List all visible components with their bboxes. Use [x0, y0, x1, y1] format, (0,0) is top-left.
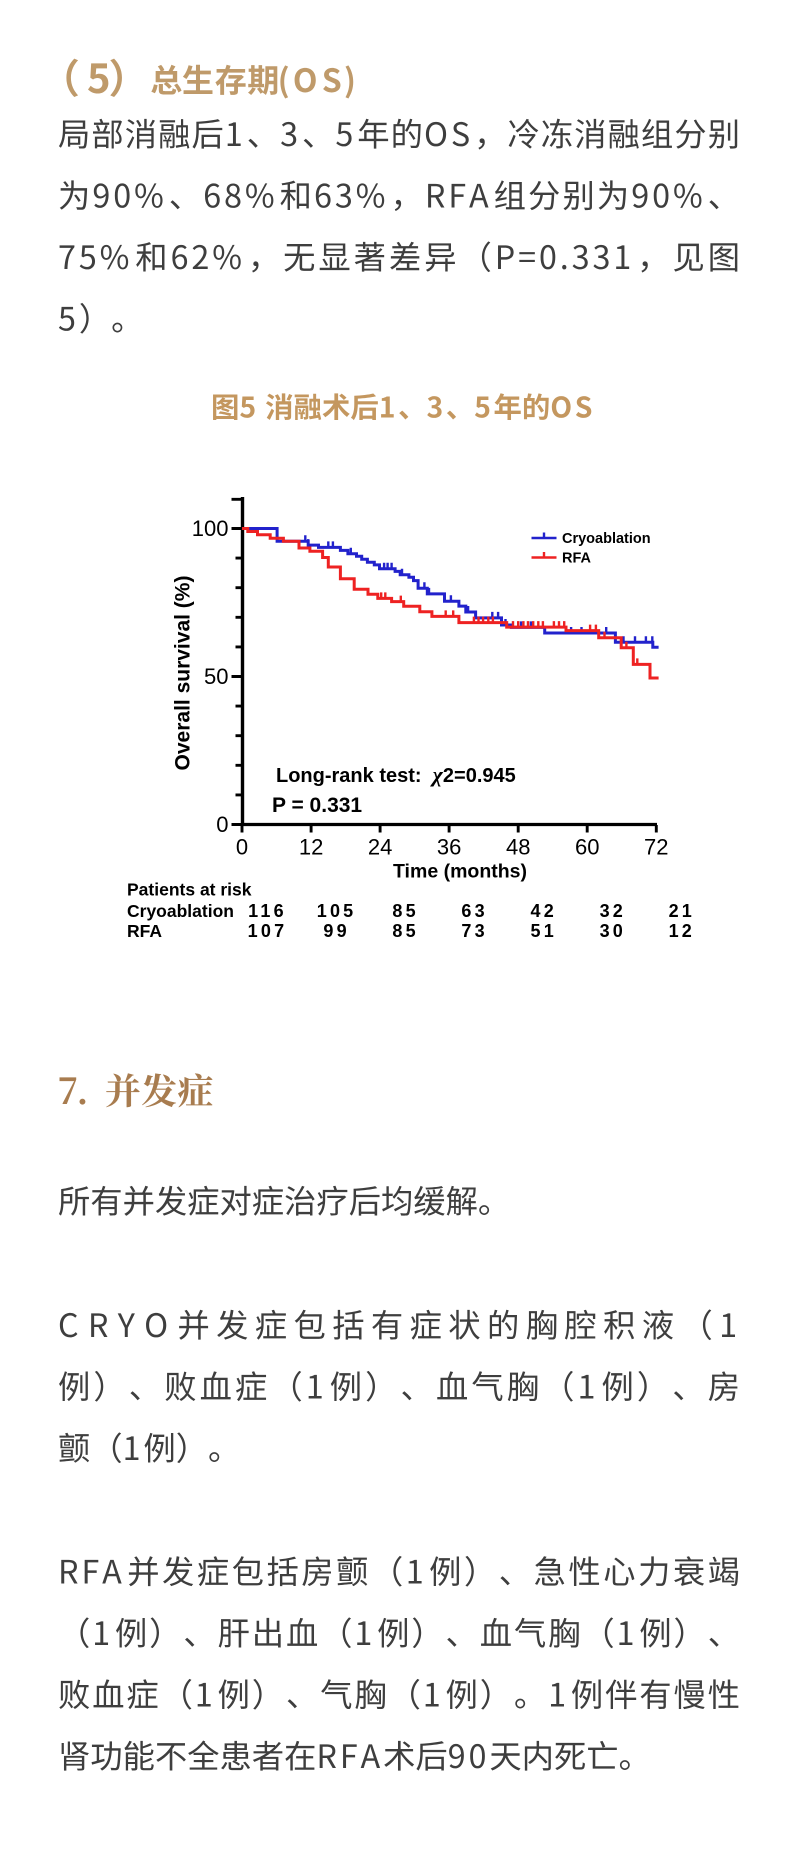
svg-text:Overall survival (%): Overall survival (%) — [172, 576, 195, 771]
svg-text:85: 85 — [392, 901, 418, 921]
svg-text:Cryoablation: Cryoablation — [127, 901, 234, 921]
svg-text:73: 73 — [461, 921, 487, 941]
svg-text:RFA: RFA — [127, 921, 162, 941]
svg-text:0: 0 — [216, 812, 228, 837]
svg-text:36: 36 — [437, 835, 461, 860]
svg-text:24: 24 — [368, 835, 392, 860]
svg-text:P = 0.331: P = 0.331 — [272, 794, 362, 817]
svg-text:32: 32 — [600, 901, 626, 921]
svg-text:51: 51 — [530, 921, 556, 941]
svg-text:21: 21 — [669, 901, 695, 921]
svg-text:100: 100 — [192, 516, 229, 541]
svg-text:63: 63 — [461, 901, 487, 921]
svg-text:Long-rank test: χ2=0.945: Long-rank test: χ2=0.945 — [276, 762, 516, 787]
svg-text:116: 116 — [248, 901, 287, 921]
svg-text:RFA: RFA — [562, 551, 592, 567]
svg-text:85: 85 — [392, 921, 418, 941]
svg-text:0: 0 — [236, 835, 248, 860]
svg-text:Time (months): Time (months) — [393, 861, 527, 883]
svg-text:107: 107 — [248, 921, 288, 941]
svg-text:48: 48 — [506, 835, 530, 860]
svg-text:50: 50 — [204, 664, 228, 689]
svg-text:Patients at risk: Patients at risk — [127, 880, 252, 900]
svg-text:72: 72 — [644, 835, 668, 860]
svg-text:99: 99 — [323, 921, 349, 941]
svg-text:60: 60 — [575, 835, 599, 860]
svg-text:30: 30 — [600, 921, 626, 941]
svg-text:12: 12 — [669, 921, 695, 941]
svg-text:105: 105 — [317, 901, 357, 921]
svg-text:Cryoablation: Cryoablation — [562, 531, 651, 547]
svg-text:42: 42 — [530, 901, 556, 921]
svg-text:12: 12 — [299, 835, 323, 860]
